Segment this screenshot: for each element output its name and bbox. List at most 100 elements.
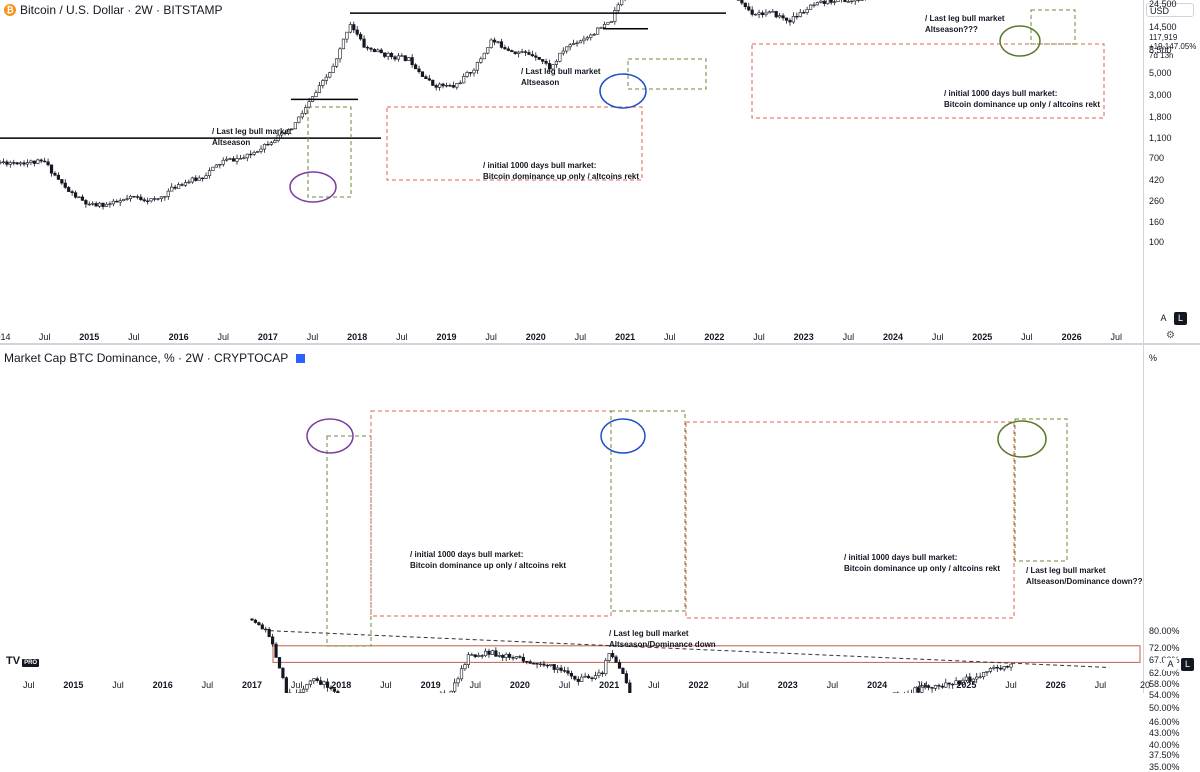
price-candle bbox=[431, 80, 434, 85]
dominance-candle bbox=[488, 651, 491, 654]
price-candle bbox=[174, 187, 177, 188]
price-candle bbox=[167, 191, 170, 196]
price-candle bbox=[823, 1, 826, 3]
price-candle bbox=[85, 200, 88, 204]
price-candle bbox=[404, 56, 407, 61]
percent-tick-label: 40.00% bbox=[1149, 740, 1180, 750]
dominance-candle bbox=[519, 657, 522, 658]
dominance-chart[interactable] bbox=[0, 345, 1143, 693]
settings-gear-icon[interactable]: ⚙ bbox=[1166, 330, 1175, 341]
dominance-candle bbox=[477, 656, 480, 657]
price-tick-label: 3,000 bbox=[1149, 90, 1172, 100]
price-candle bbox=[425, 77, 428, 79]
price-candle bbox=[747, 7, 750, 10]
altseason-box bbox=[308, 107, 351, 197]
dom-annotation-initial-2018: / initial 1000 days bull market:Bitcoin … bbox=[410, 549, 566, 571]
price-candle bbox=[507, 49, 510, 51]
dominance-candle bbox=[285, 678, 288, 693]
price-candle bbox=[133, 196, 136, 197]
price-candle bbox=[535, 56, 538, 57]
dominance-candle bbox=[986, 671, 989, 672]
annotation-initial-2018: / initial 1000 days bull market:Bitcoin … bbox=[483, 160, 639, 182]
percent-tick-label: 72.00% bbox=[1149, 643, 1180, 653]
dominance-candle bbox=[570, 673, 573, 676]
price-candle bbox=[603, 24, 606, 27]
log-scale-button-2[interactable]: L bbox=[1181, 658, 1194, 671]
dominance-title-text: Market Cap BTC Dominance, % · 2W · CRYPT… bbox=[4, 351, 288, 365]
percent-axis[interactable] bbox=[1143, 345, 1200, 693]
price-candle bbox=[122, 199, 125, 200]
price-candle bbox=[782, 16, 785, 18]
dominance-candle bbox=[474, 655, 477, 657]
percent-tick-label: 46.00% bbox=[1149, 717, 1180, 727]
price-candle bbox=[198, 178, 201, 181]
time-tick-label: Jul bbox=[380, 680, 392, 690]
price-candle bbox=[596, 28, 599, 34]
dominance-candle bbox=[313, 679, 316, 681]
altseason-box bbox=[1031, 10, 1075, 44]
price-candle bbox=[562, 51, 565, 53]
altseason-box bbox=[628, 59, 706, 89]
auto-scale-button[interactable]: A bbox=[1157, 312, 1170, 325]
percent-tick-label: 80.00% bbox=[1149, 626, 1180, 636]
price-candle bbox=[528, 52, 531, 54]
time-tick-label: 2015 bbox=[79, 332, 99, 342]
price-candle bbox=[318, 86, 321, 93]
price-candle bbox=[315, 93, 318, 97]
dominance-candle bbox=[934, 685, 937, 688]
price-candle bbox=[339, 49, 342, 59]
dominance-candle bbox=[261, 625, 264, 629]
price-candle bbox=[459, 83, 462, 84]
dominance-candle bbox=[931, 687, 934, 688]
price-candle bbox=[40, 160, 43, 161]
price-candle bbox=[493, 40, 496, 42]
auto-scale-button-2[interactable]: A bbox=[1164, 658, 1177, 671]
price-candle bbox=[497, 42, 500, 43]
price-candle bbox=[95, 203, 98, 206]
price-candle bbox=[366, 47, 369, 48]
price-candle bbox=[236, 159, 239, 162]
dominance-candle bbox=[505, 654, 508, 657]
price-candle bbox=[140, 197, 143, 200]
price-candle bbox=[775, 11, 778, 17]
dominance-candle bbox=[491, 651, 494, 655]
price-candle bbox=[466, 72, 469, 76]
dominance-candle bbox=[944, 683, 947, 687]
time-tick-label: 2015 bbox=[63, 680, 83, 690]
btc-price-pane: ₿ Bitcoin / U.S. Dollar · 2W · BITSTAMP … bbox=[0, 0, 1200, 343]
dominance-candle bbox=[567, 671, 570, 673]
blue-circle bbox=[600, 74, 646, 108]
price-candle bbox=[188, 182, 191, 183]
dominance-candle bbox=[553, 664, 556, 669]
time-tick-label: 2020 bbox=[510, 680, 530, 690]
time-tick-label: 2019 bbox=[436, 332, 456, 342]
dominance-candle bbox=[598, 673, 601, 676]
dominance-candle bbox=[264, 629, 267, 630]
price-candle bbox=[758, 13, 761, 14]
log-scale-button[interactable]: L bbox=[1174, 312, 1187, 325]
price-candle bbox=[239, 158, 242, 159]
price-candle bbox=[411, 58, 414, 65]
btc-chart-title: ₿ Bitcoin / U.S. Dollar · 2W · BITSTAMP bbox=[4, 3, 222, 17]
dominance-candle bbox=[611, 653, 614, 657]
price-candle bbox=[816, 2, 819, 5]
dominance-candle bbox=[556, 668, 559, 670]
price-candle bbox=[349, 25, 352, 33]
price-candle bbox=[2, 162, 5, 163]
price-candle bbox=[809, 5, 812, 9]
dominance-candle bbox=[525, 661, 528, 662]
price-candle bbox=[352, 25, 355, 30]
price-candle bbox=[335, 59, 338, 66]
price-candle bbox=[559, 53, 562, 61]
price-candle bbox=[789, 20, 792, 22]
percent-unit-label: % bbox=[1149, 353, 1157, 363]
bitcoin-icon: ₿ bbox=[4, 4, 16, 16]
price-candle bbox=[761, 13, 764, 15]
price-candle bbox=[521, 52, 524, 53]
dominance-candle bbox=[996, 667, 999, 668]
percent-tick-label: 35.00% bbox=[1149, 762, 1180, 772]
dominance-candle bbox=[326, 682, 329, 688]
